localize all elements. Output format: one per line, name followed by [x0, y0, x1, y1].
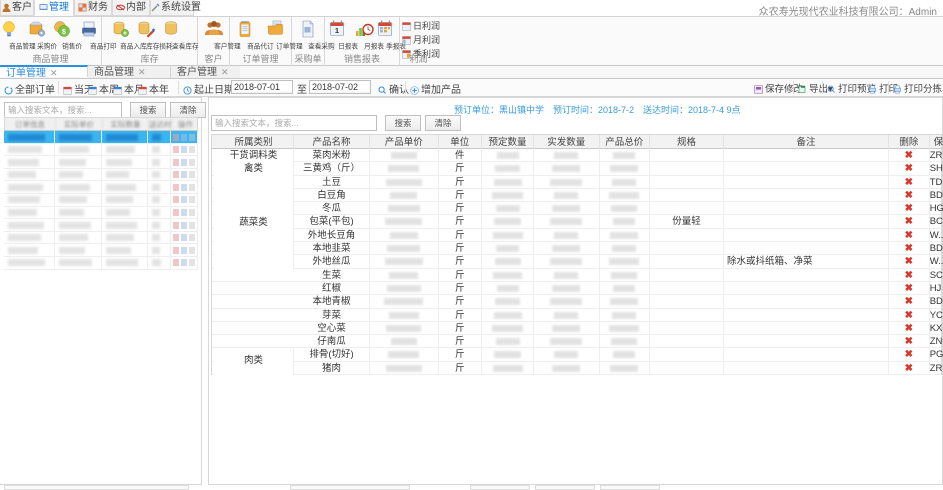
svg-text:$: $ — [62, 29, 66, 36]
svg-text:1: 1 — [335, 26, 339, 35]
